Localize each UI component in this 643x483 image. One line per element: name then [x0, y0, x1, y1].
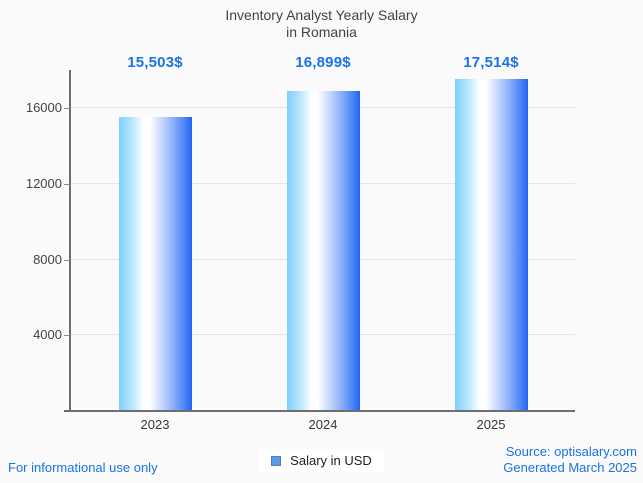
attribution: Source: optisalary.com Generated March 2…: [503, 444, 637, 476]
chart-title: Inventory Analyst Yearly Salary in Roman…: [0, 7, 643, 41]
legend-swatch-icon: [271, 455, 282, 466]
x-tick-label-2024: 2024: [308, 417, 338, 432]
generated-date: Generated March 2025: [503, 460, 637, 475]
bar-2023[interactable]: [118, 117, 192, 411]
y-tickmark-8000: [64, 259, 70, 261]
value-label-2024: 16,899$: [295, 54, 351, 71]
y-tick-label-4000: 4000: [33, 327, 62, 343]
y-tickmark-16000: [64, 108, 70, 109]
source-link[interactable]: Source: optisalary.com: [505, 444, 637, 459]
x-tick-label-2023: 2023: [140, 417, 170, 432]
plot-area: [71, 72, 575, 411]
chart-title-line1: Inventory Analyst Yearly Salary: [225, 7, 418, 23]
value-label-2025: 17,514$: [463, 54, 519, 71]
legend: Salary in USD: [0, 449, 643, 472]
x-axis-line: [64, 410, 575, 412]
y-tick-label-16000: 16000: [25, 100, 62, 115]
disclaimer-text: For informational use only: [8, 460, 158, 475]
y-tick-label-8000: 8000: [33, 251, 62, 267]
y-axis-line: [69, 70, 71, 411]
y-tick-label-12000: 12000: [25, 175, 62, 191]
value-label-2023: 15,503$: [127, 54, 183, 71]
legend-item: Salary in USD: [259, 449, 384, 472]
bar-2025[interactable]: [454, 79, 528, 411]
y-tickmark-4000: [64, 335, 70, 337]
bar-2024[interactable]: [286, 90, 360, 411]
x-tick-label-2025: 2025: [476, 417, 506, 432]
legend-label: Salary in USD: [290, 453, 372, 468]
chart-title-line2: in Romania: [286, 24, 357, 40]
y-tickmark-12000: [64, 183, 70, 185]
